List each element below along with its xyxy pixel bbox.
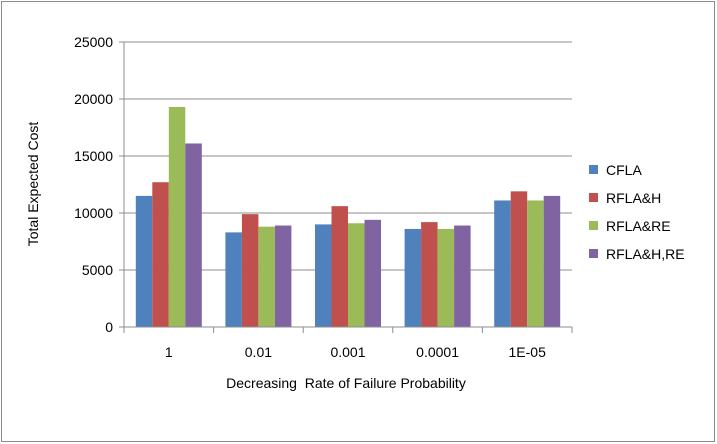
bar-rfla-h-0.01 — [241, 214, 259, 327]
bar-rfla-h-0.001 — [331, 206, 348, 327]
x-tick-label: 0.0001 — [416, 344, 459, 360]
y-tick-label: 0 — [105, 319, 113, 335]
bar-cfla-1E-05 — [494, 200, 511, 327]
axes — [119, 41, 573, 333]
legend: CFLA RFLA&H RFLA&RE RFLA&H,RE — [589, 162, 685, 262]
bar-cfla-0.0001 — [404, 228, 422, 327]
y-tick-label: 5000 — [82, 262, 113, 278]
bar-cfla-1 — [135, 195, 153, 327]
bar-rfla-h-re-0.001 — [364, 219, 381, 327]
y-tick-label: 25000 — [74, 34, 113, 50]
y-tick-labels: 0 5000 10000 15000 20000 25000 — [74, 34, 113, 335]
legend-swatch — [589, 165, 598, 174]
bar-rfla-re-0.001 — [348, 223, 365, 327]
legend-swatch — [589, 221, 598, 230]
bar-rfla-h-0.0001 — [421, 222, 438, 327]
x-axis-title: Decreasing Rate of Failure Probability — [226, 375, 466, 391]
legend-label: RFLA&H — [606, 190, 661, 206]
bars — [135, 106, 561, 327]
x-tick-label: 1E-05 — [509, 344, 547, 360]
bar-cfla-0.01 — [225, 232, 242, 327]
y-tick-label: 20000 — [74, 91, 113, 107]
y-tick-label: 15000 — [74, 148, 113, 164]
bar-rfla-re-1E-05 — [527, 200, 544, 327]
legend-swatch — [589, 249, 598, 258]
x-tick-label: 0.001 — [330, 344, 365, 360]
legend-label: RFLA&RE — [606, 218, 671, 234]
bar-rfla-h-re-0.0001 — [454, 225, 471, 327]
bar-rfla-re-1 — [168, 106, 186, 327]
legend-label: RFLA&H,RE — [606, 246, 685, 262]
bar-rfla-h-re-1E-05 — [543, 195, 561, 327]
bar-rfla-h-1 — [152, 182, 169, 327]
legend-label: CFLA — [606, 162, 642, 178]
bar-rfla-h-1E-05 — [510, 191, 528, 327]
x-tick-label: 0.01 — [245, 344, 272, 360]
x-tick-labels: 1 0.01 0.001 0.0001 1E-05 — [165, 344, 546, 360]
legend-swatch — [589, 193, 598, 202]
x-tick-label: 1 — [165, 344, 173, 360]
bar-rfla-re-0.0001 — [437, 228, 455, 327]
bar-rfla-h-re-0.01 — [274, 225, 292, 327]
bar-cfla-0.001 — [315, 224, 332, 327]
bar-rfla-h-re-1 — [185, 143, 202, 327]
y-axis-title: Total Expected Cost — [25, 122, 41, 247]
bar-rfla-re-0.01 — [258, 226, 275, 327]
y-tick-label: 10000 — [74, 205, 113, 221]
